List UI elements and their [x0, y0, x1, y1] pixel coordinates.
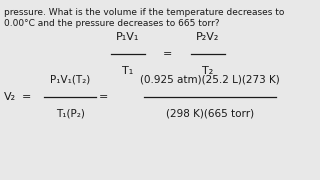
Text: P₁V₁(T₂): P₁V₁(T₂) — [50, 75, 90, 85]
Text: pressure. What is the volume if the temperature decreases to: pressure. What is the volume if the temp… — [4, 8, 284, 17]
Text: =: = — [22, 92, 31, 102]
Text: 0.00°C and the pressure decreases to 665 torr?: 0.00°C and the pressure decreases to 665… — [4, 19, 220, 28]
Text: P₁V₁: P₁V₁ — [116, 32, 140, 42]
Text: T₂: T₂ — [202, 66, 214, 76]
Text: (0.925 atm)(25.2 L)(273 K): (0.925 atm)(25.2 L)(273 K) — [140, 75, 280, 85]
Text: (298 K)(665 torr): (298 K)(665 torr) — [166, 109, 254, 119]
Text: T₁: T₁ — [122, 66, 134, 76]
Text: T₁(P₂): T₁(P₂) — [56, 109, 84, 119]
Text: V₂: V₂ — [4, 92, 16, 102]
Text: P₂V₂: P₂V₂ — [196, 32, 220, 42]
Text: =: = — [163, 49, 173, 59]
Text: =: = — [98, 92, 108, 102]
